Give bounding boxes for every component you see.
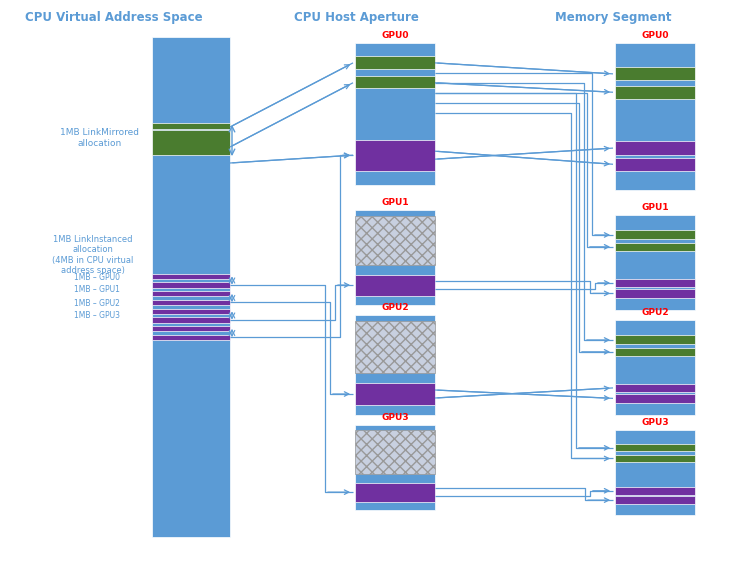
- Bar: [152, 37, 230, 537]
- Bar: [615, 443, 695, 451]
- Bar: [152, 130, 230, 155]
- Bar: [355, 75, 435, 88]
- Bar: [615, 394, 695, 403]
- Bar: [355, 315, 435, 415]
- Bar: [152, 291, 230, 296]
- Bar: [615, 455, 695, 462]
- Bar: [615, 335, 695, 344]
- Text: 1MB LinkInstanced
allocation
(4MB in CPU virtual
address space): 1MB LinkInstanced allocation (4MB in CPU…: [52, 235, 134, 275]
- Text: CPU Host Aperture: CPU Host Aperture: [294, 11, 419, 24]
- Bar: [615, 384, 695, 392]
- Text: 1MB – GPU3: 1MB – GPU3: [74, 311, 120, 320]
- Bar: [152, 300, 230, 305]
- Text: GPU3: GPU3: [641, 418, 669, 427]
- Text: GPU3: GPU3: [381, 413, 409, 422]
- Bar: [615, 430, 695, 515]
- Bar: [152, 318, 230, 323]
- Text: GPU1: GPU1: [641, 203, 669, 212]
- Bar: [355, 430, 435, 475]
- Bar: [152, 282, 230, 287]
- Bar: [615, 43, 695, 190]
- Text: CPU Virtual Address Space: CPU Virtual Address Space: [25, 11, 203, 24]
- Bar: [152, 123, 230, 129]
- Bar: [152, 326, 230, 331]
- Bar: [615, 142, 695, 155]
- Text: 1MB – GPU0: 1MB – GPU0: [74, 273, 120, 281]
- Bar: [355, 210, 435, 305]
- Bar: [355, 274, 435, 295]
- Bar: [615, 278, 695, 287]
- Bar: [615, 289, 695, 298]
- Text: GPU1: GPU1: [381, 198, 409, 207]
- Bar: [355, 139, 435, 171]
- Text: GPU2: GPU2: [641, 308, 669, 317]
- Bar: [615, 496, 695, 504]
- Bar: [152, 273, 230, 279]
- Bar: [355, 425, 435, 510]
- Bar: [615, 243, 695, 251]
- Text: GPU2: GPU2: [381, 303, 409, 312]
- Text: 1MB – GPU1: 1MB – GPU1: [74, 286, 120, 294]
- Bar: [355, 56, 435, 69]
- Bar: [615, 86, 695, 99]
- Bar: [355, 215, 435, 265]
- Bar: [355, 43, 435, 185]
- Bar: [355, 321, 435, 373]
- Bar: [355, 383, 435, 405]
- Bar: [615, 158, 695, 171]
- Text: GPU0: GPU0: [641, 31, 669, 40]
- Bar: [152, 308, 230, 314]
- Bar: [152, 335, 230, 340]
- Bar: [615, 66, 695, 80]
- Text: GPU0: GPU0: [381, 31, 409, 40]
- Bar: [615, 320, 695, 415]
- Bar: [615, 348, 695, 356]
- Bar: [615, 215, 695, 310]
- Text: 1MB – GPU2: 1MB – GPU2: [74, 298, 120, 307]
- Bar: [615, 487, 695, 494]
- Text: 1MB LinkMirrored
allocation: 1MB LinkMirrored allocation: [60, 128, 140, 147]
- Text: Memory Segment: Memory Segment: [556, 11, 672, 24]
- Bar: [615, 230, 695, 239]
- Bar: [355, 483, 435, 501]
